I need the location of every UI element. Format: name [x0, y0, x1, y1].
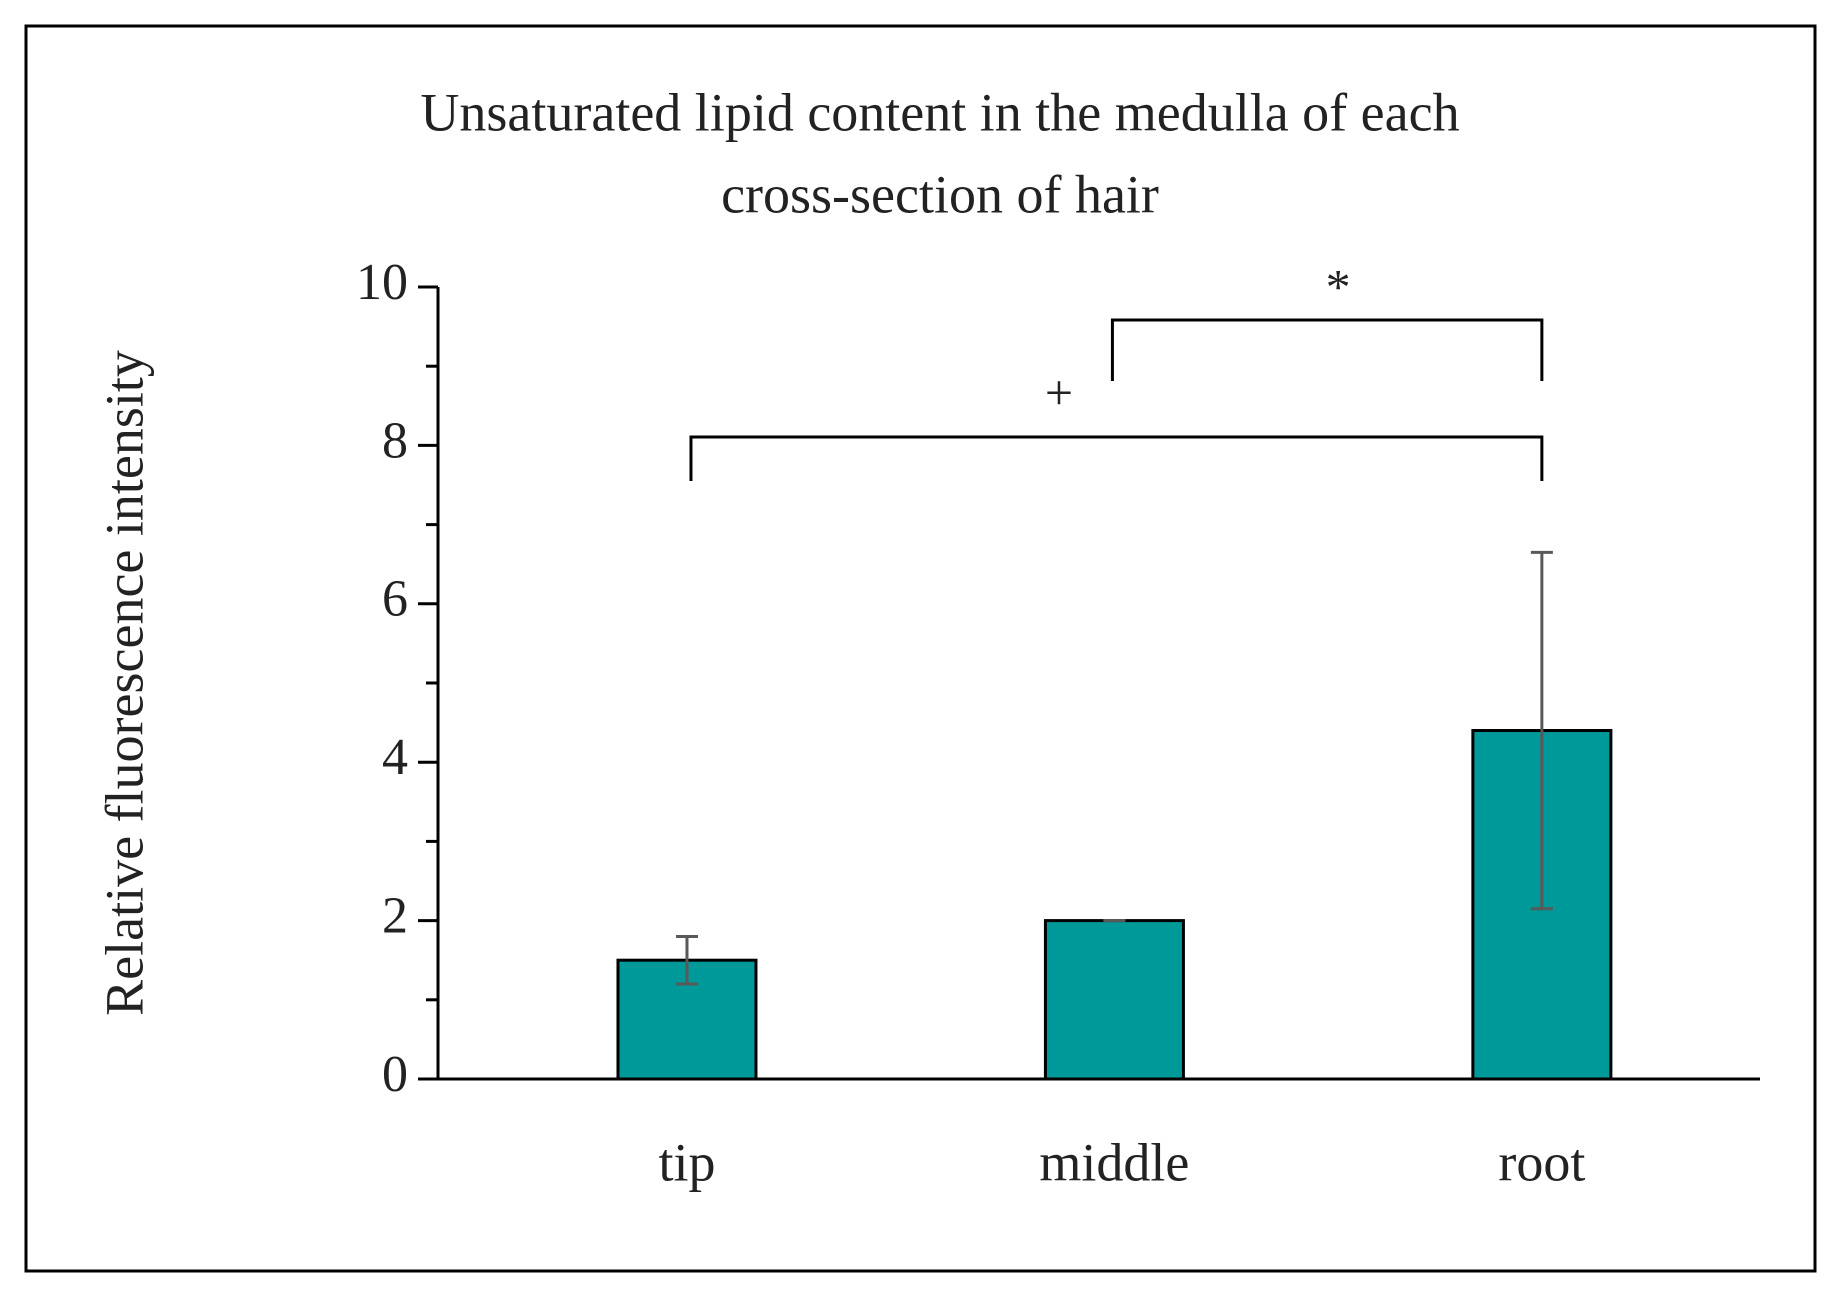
chart-title: Unsaturated lipid content in the medulla…: [420, 82, 1459, 142]
significance-bracket: [1110, 318, 1544, 381]
y-tick-label: 0: [382, 1046, 408, 1103]
y-tick-label: 10: [356, 254, 408, 311]
chart-title: cross-section of hair: [721, 164, 1159, 224]
x-tick-label: middle: [1039, 1132, 1189, 1192]
y-tick-label: 4: [382, 729, 408, 786]
y-tick-label: 8: [382, 412, 408, 469]
significance-label: +: [1045, 364, 1073, 420]
bar: [1043, 919, 1185, 1081]
x-tick-label: root: [1498, 1132, 1585, 1192]
x-tick-label: tip: [658, 1132, 715, 1192]
error-bar: [1530, 550, 1553, 911]
y-tick-label: 2: [382, 888, 408, 945]
y-tick-label: 6: [382, 571, 408, 628]
error-bar: [675, 934, 698, 986]
significance-bracket: [689, 435, 1544, 481]
significance-label: *: [1326, 258, 1351, 314]
y-axis-label: Relative fluorescence intensity: [94, 350, 154, 1016]
